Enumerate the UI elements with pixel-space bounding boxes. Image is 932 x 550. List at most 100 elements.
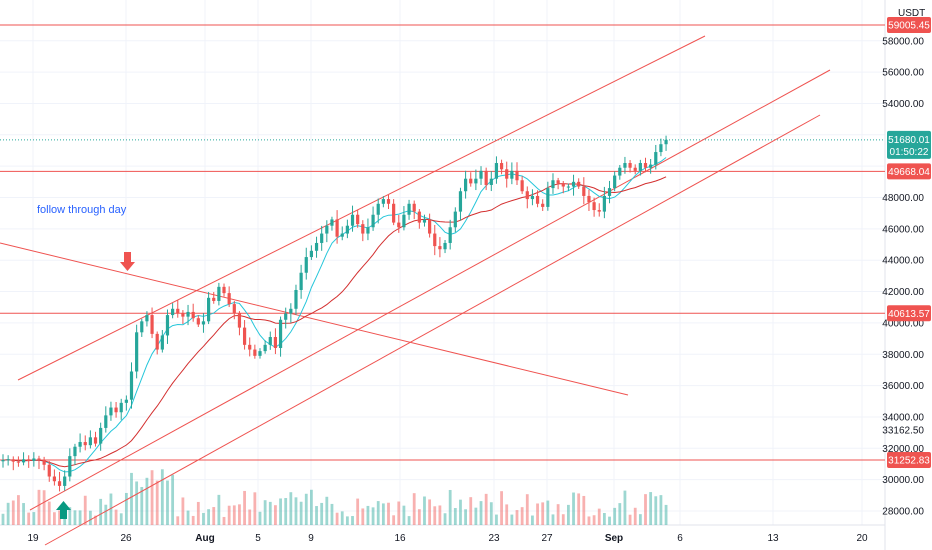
volume-bar <box>495 514 498 525</box>
candle-body <box>602 195 606 212</box>
volume-bar <box>258 511 262 525</box>
candle-body <box>212 297 216 301</box>
candle-body <box>438 246 442 250</box>
candle-body <box>171 308 175 316</box>
candle-body <box>350 214 355 226</box>
candle-body <box>191 311 195 319</box>
time-tick-label: 26 <box>120 533 132 544</box>
volume-bar <box>484 493 488 525</box>
volume-bar <box>27 512 31 525</box>
moving-averages <box>2 157 667 473</box>
volume-bar <box>212 507 216 525</box>
price-tick-label: 34000.00 <box>882 412 924 423</box>
price-labels: 59005.45 49668.04 40613.57 31252.83 51680.01… <box>887 17 931 469</box>
annotation-label[interactable]: follow through day <box>37 204 127 216</box>
volume-bar <box>448 489 452 525</box>
candle-body <box>525 191 529 200</box>
candle-body <box>623 163 627 168</box>
candle-body <box>165 315 170 336</box>
candle-body <box>361 224 365 234</box>
volume-bar <box>587 516 591 525</box>
volume-bar <box>88 510 92 525</box>
candle-body <box>263 344 267 352</box>
candle-body <box>546 188 550 207</box>
candle-body <box>499 163 504 170</box>
volume-bar <box>191 515 195 525</box>
volume-bar <box>238 504 241 525</box>
candle-body <box>207 297 211 322</box>
candle-body <box>325 225 329 234</box>
candle-body <box>253 349 257 356</box>
time-tick-label: Aug <box>195 533 214 544</box>
trend-line <box>0 242 629 396</box>
candle-body <box>376 203 380 215</box>
candle-body <box>119 402 123 413</box>
volume-bar <box>536 503 539 525</box>
candle-body <box>571 181 576 187</box>
volume-bar <box>376 501 380 525</box>
trend-line <box>17 35 706 381</box>
volume-bar <box>474 507 478 525</box>
volume-bars <box>1 469 668 525</box>
candle-body <box>561 183 565 187</box>
volume-bar <box>94 515 97 525</box>
volume-bar <box>412 493 416 525</box>
volume-bar <box>299 501 303 525</box>
candle-body <box>397 222 401 228</box>
candle-body <box>577 181 581 187</box>
candle-body <box>273 337 278 348</box>
candle-body <box>232 304 236 314</box>
volume-bar <box>546 500 550 525</box>
time-tick-label: 20 <box>856 533 868 544</box>
level-price-tag <box>887 163 931 180</box>
volume-bar <box>289 492 293 525</box>
candle-body <box>618 167 622 176</box>
candle-body <box>566 186 570 188</box>
candle-body <box>176 308 180 314</box>
volume-bar <box>366 505 370 525</box>
volume-bar <box>618 503 622 525</box>
volume-bar <box>109 493 113 525</box>
volume-bar <box>443 513 447 525</box>
volume-bar <box>181 497 185 525</box>
volume-bar <box>541 502 545 525</box>
volume-bar <box>356 498 360 525</box>
volume-bar <box>166 480 169 525</box>
volume-bar <box>567 504 570 525</box>
volume-bar <box>6 502 10 525</box>
volume-bar <box>47 501 51 525</box>
volume-bar <box>227 505 231 525</box>
candle-body <box>11 459 15 462</box>
volume-bar <box>582 495 586 525</box>
price-tick-label: 38000.00 <box>882 350 924 361</box>
volume-bar <box>351 516 354 525</box>
price-axis[interactable]: USDT 58000.00 56000.00 54000.00 48000.00 460… <box>882 8 925 518</box>
volume-bar <box>17 495 20 525</box>
volume-bar <box>140 486 144 525</box>
volume-bar <box>453 508 457 525</box>
candle-body <box>201 321 206 325</box>
candle-body <box>582 186 586 196</box>
trend-channels[interactable] <box>0 35 831 546</box>
volume-bar <box>407 516 411 525</box>
volume-bar <box>464 509 467 525</box>
candle-body <box>150 315 154 334</box>
candle-body <box>284 313 288 320</box>
volume-bar <box>428 499 432 525</box>
time-axis[interactable]: 19 26 Aug 5 9 16 23 27 Sep 6 13 20 <box>27 533 868 544</box>
level-price-text: 31252.83 <box>888 456 930 467</box>
candle-body <box>222 286 226 294</box>
candle-body <box>309 250 313 258</box>
candle-body <box>73 446 77 457</box>
volume-bar <box>664 504 668 525</box>
volume-bar <box>500 491 503 525</box>
horizontal-levels[interactable] <box>0 24 885 461</box>
level-price-text: 40613.57 <box>888 309 930 320</box>
candle-body <box>129 371 134 400</box>
volume-bar <box>114 509 118 525</box>
volume-bar <box>124 492 128 525</box>
trend-line <box>44 114 821 546</box>
price-tick-label: 36000.00 <box>882 381 924 392</box>
currency-label: USDT <box>898 8 925 19</box>
